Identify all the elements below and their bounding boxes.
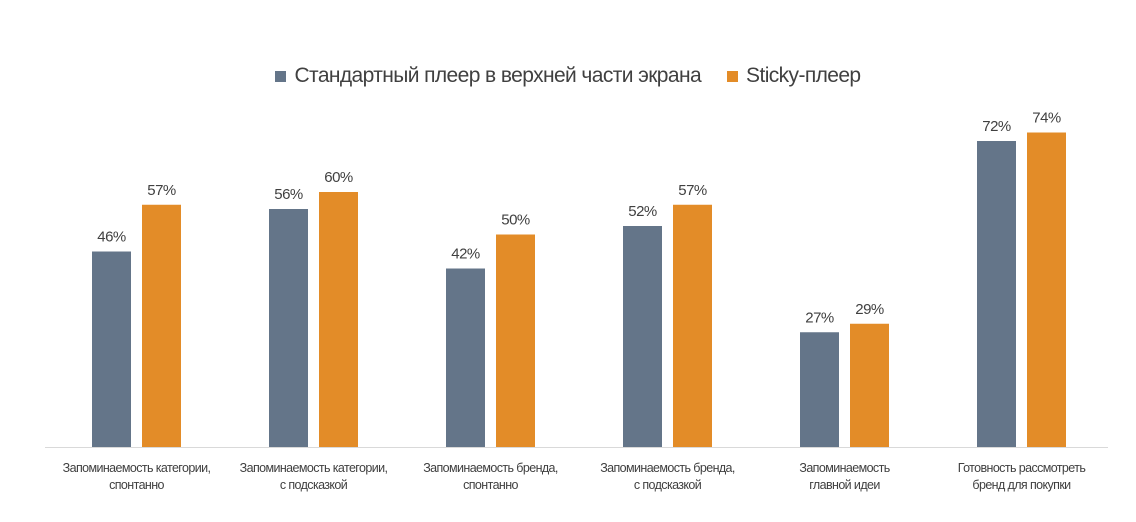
category-label-3-line1: с подсказкой bbox=[634, 478, 702, 492]
bar-s1-c0 bbox=[142, 204, 181, 447]
data-label-s1-c2: 50% bbox=[501, 212, 530, 229]
bar-s0-c4 bbox=[800, 332, 839, 447]
legend-swatch-standard bbox=[275, 70, 287, 82]
legend-label-standard: Стандартный плеер в верхней части экрана bbox=[294, 64, 702, 87]
category-label-0-line0: Запоминаемость категории, bbox=[63, 461, 211, 475]
category-label-2-line1: спонтанно bbox=[463, 478, 518, 492]
data-label-s1-c5: 74% bbox=[1032, 110, 1061, 127]
data-label-s0-c5: 72% bbox=[982, 118, 1011, 135]
data-label-s1-c0: 57% bbox=[147, 182, 176, 199]
category-label-3-line0: Запоминаемость бренда, bbox=[600, 461, 735, 475]
category-label-1-line0: Запоминаемость категории, bbox=[240, 461, 388, 475]
category-label-2-line0: Запоминаемость бренда, bbox=[423, 461, 558, 475]
bar-s1-c2 bbox=[496, 234, 535, 447]
data-label-s1-c3: 57% bbox=[678, 182, 707, 199]
legend-label-sticky: Sticky-плеер bbox=[746, 64, 861, 87]
bar-s1-c4 bbox=[850, 323, 889, 447]
bar-s1-c5 bbox=[1027, 132, 1066, 447]
category-label-4-line0: Запоминаемость bbox=[799, 461, 889, 475]
bar-s1-c1 bbox=[319, 192, 358, 447]
data-label-s0-c1: 56% bbox=[274, 186, 303, 203]
bar-s0-c1 bbox=[269, 209, 308, 447]
legend-swatch-sticky bbox=[727, 70, 739, 82]
legend-item-sticky: Sticky-плеер bbox=[727, 64, 861, 88]
data-label-s0-c4: 27% bbox=[805, 309, 834, 326]
bar-s1-c3 bbox=[673, 204, 712, 447]
bar-s0-c5 bbox=[977, 141, 1016, 447]
bar-s0-c2 bbox=[446, 268, 485, 447]
category-label-5-line0: Готовность рассмотреть bbox=[958, 461, 1086, 475]
data-label-s1-c1: 60% bbox=[324, 169, 353, 186]
data-label-s0-c0: 46% bbox=[97, 229, 126, 246]
category-label-4-line1: главной идеи bbox=[809, 478, 880, 492]
legend-item-standard: Стандартный плеер в верхней части экрана bbox=[275, 64, 702, 88]
bar-s0-c0 bbox=[92, 251, 131, 447]
category-label-1-line1: с подсказкой bbox=[280, 478, 348, 492]
chart-legend: Стандартный плеер в верхней части экрана… bbox=[0, 64, 1136, 88]
category-label-5-line1: бренд для покупки bbox=[972, 478, 1071, 492]
data-label-s0-c2: 42% bbox=[451, 246, 480, 263]
data-label-s1-c4: 29% bbox=[855, 301, 884, 318]
category-label-0-line1: спонтанно bbox=[109, 478, 164, 492]
data-label-s0-c3: 52% bbox=[628, 203, 657, 220]
bar-s0-c3 bbox=[623, 226, 662, 447]
